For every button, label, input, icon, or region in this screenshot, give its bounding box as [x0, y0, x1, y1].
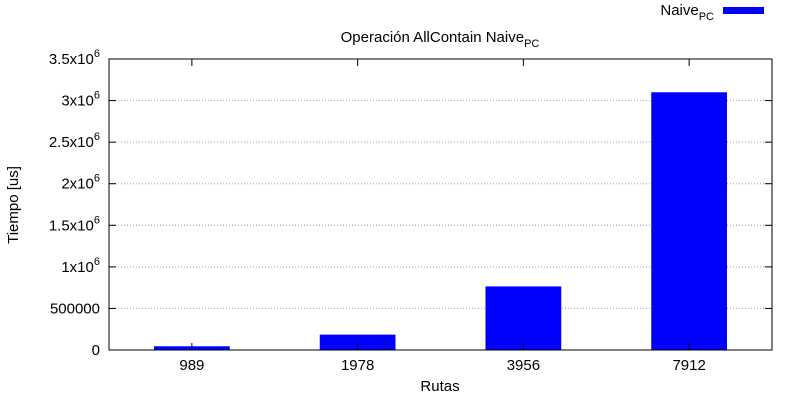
y-tick-label-base: 3.5x10 — [49, 51, 94, 68]
y-tick-label-exponent: 6 — [94, 173, 100, 185]
x-tick-label: 3956 — [507, 357, 540, 374]
plot-frame — [108, 58, 773, 351]
chart-title-main: Operación AllContain Naive — [341, 29, 524, 46]
y-tick-label: 1.5x106 — [49, 214, 100, 234]
y-axis-label: Tiempo [us] — [5, 166, 22, 244]
bar-7912 — [651, 92, 727, 350]
x-tick-label: 7912 — [672, 357, 705, 374]
y-tick-label-exponent: 6 — [94, 214, 100, 226]
y-tick-label-base: 1x10 — [61, 259, 94, 276]
y-tick-label-base: 0 — [92, 342, 100, 359]
y-tick-label-base: 1.5x10 — [49, 217, 94, 234]
y-tick-label-exponent: 6 — [94, 48, 100, 60]
y-tick-label-exponent: 6 — [94, 131, 100, 143]
y-tick-label-base: 2x10 — [61, 176, 94, 193]
x-axis-ticks: 989 1978 3956 7912 — [179, 59, 706, 374]
chart-title-sub: PC — [524, 38, 539, 50]
y-tick-label: 500000 — [50, 300, 100, 317]
chart-title: Operación AllContain NaivePC — [341, 29, 540, 50]
legend: NaivePC — [660, 2, 764, 23]
y-tick-label: 2.5x106 — [49, 131, 100, 151]
y-tick-label-base: 500000 — [50, 300, 100, 317]
x-tick-label: 1978 — [341, 357, 374, 374]
bars — [154, 92, 727, 350]
legend-label-sub: PC — [699, 11, 714, 23]
legend-label-main: Naive — [660, 2, 698, 19]
y-tick-label-exponent: 6 — [94, 256, 100, 268]
y-tick-label-base: 3x10 — [61, 93, 94, 110]
y-tick-label: 1x106 — [61, 256, 100, 276]
x-tick-label: 989 — [179, 357, 204, 374]
y-tick-label: 0 — [92, 342, 100, 359]
bar-3956 — [485, 286, 562, 350]
y-tick-label: 3.5x106 — [49, 48, 100, 68]
legend-swatch — [723, 7, 764, 14]
y-tick-label: 2x106 — [61, 173, 100, 193]
legend-label: NaivePC — [660, 2, 714, 23]
y-axis-ticks: 05000001x1061.5x1062x1062.5x1063x1063.5x… — [49, 48, 772, 359]
y-tick-label: 3x106 — [61, 90, 100, 110]
bar-1978 — [319, 334, 396, 350]
x-axis-label: Rutas — [420, 378, 459, 395]
y-tick-label-exponent: 6 — [94, 90, 100, 102]
y-tick-label-base: 2.5x10 — [49, 134, 94, 151]
